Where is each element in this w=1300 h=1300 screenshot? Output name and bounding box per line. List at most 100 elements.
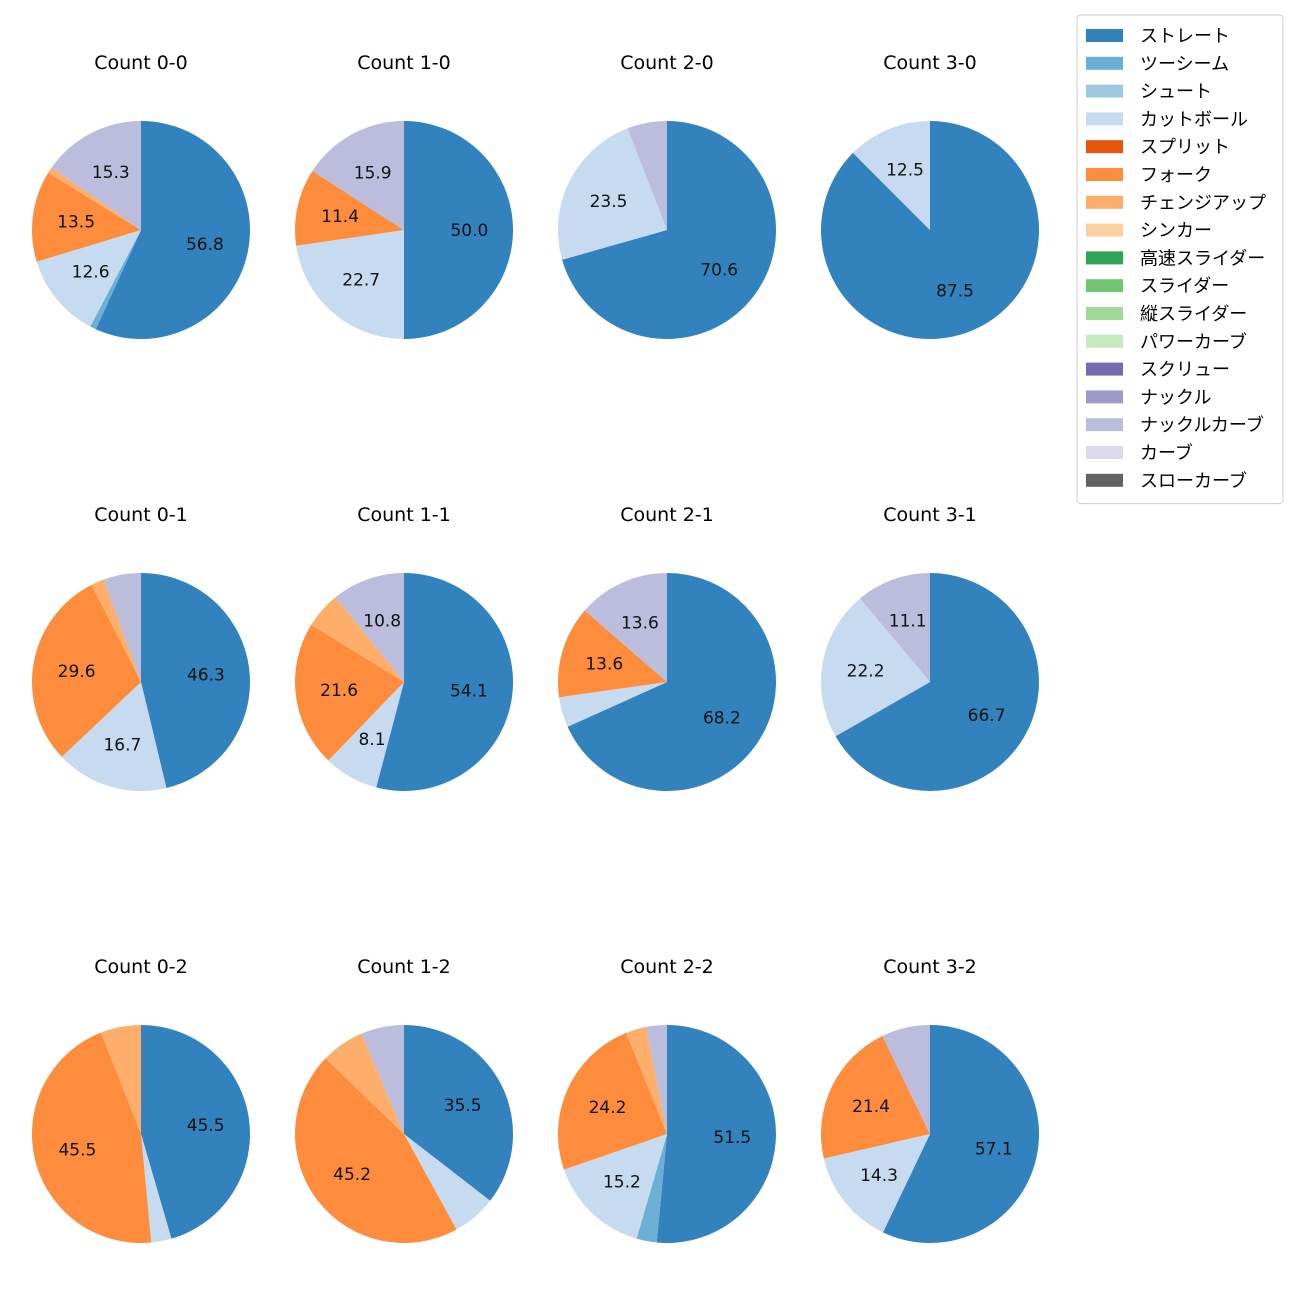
pie-slice [882,1025,1040,1243]
pie-title: Count 2-0 [620,52,714,74]
slice-value-label: 70.6 [700,260,738,280]
slice-value-label: 16.7 [103,736,141,756]
pie-slice [404,1025,514,1201]
pie-slice [559,682,667,727]
pie-slice [852,121,930,230]
slice-value-label: 15.9 [354,164,392,184]
legend-swatch [1086,29,1123,42]
slice-value-label: 29.6 [58,662,96,682]
pie-chart: Count 3-1 66.7 22.2 11.1 [820,504,1040,791]
slice-value-label: 8.1 [358,730,385,750]
legend-label: ナックルカーブ [1140,414,1264,436]
legend-label: ナックル [1140,387,1211,408]
slice-value-label: 68.2 [703,709,741,729]
slice-value-label: 87.5 [936,281,974,301]
slice-value-label: 46.3 [187,665,225,685]
legend-item: パワーカーブ [1086,331,1247,353]
slice-value-label: 51.5 [713,1128,751,1148]
slice-value-label: 66.7 [968,706,1006,726]
pie-title: Count 3-0 [883,52,977,74]
pie-slice [325,1033,404,1134]
legend-swatch [1086,418,1123,432]
pie-slice [882,1025,930,1134]
legend-swatch [1086,112,1123,126]
legend-item: スプリット [1086,137,1230,158]
pie-title: Count 3-1 [883,504,977,526]
legend-item: カットボール [1086,109,1248,130]
legend-label: フォーク [1140,165,1212,186]
pie-chart: Count 1-2 35.5 45.2 [295,956,514,1244]
legend-swatch [1086,140,1123,154]
slice-value-label: 11.1 [889,612,927,632]
slice-value-label: 56.8 [186,235,224,255]
legend-item: ナックルカーブ [1086,414,1264,436]
pie-title: Count 0-1 [94,504,188,526]
pie-slice [558,1032,667,1170]
pie-slice [31,1032,152,1244]
pie-slice [95,121,251,339]
legend-item: シンカー [1086,221,1212,242]
pie-chart: Count 1-0 50.0 22.7 11.4 15.9 [295,52,513,339]
slice-value-label: 45.2 [333,1165,371,1185]
legend-swatch [1086,446,1123,459]
legend-label: スローカーブ [1140,470,1247,492]
pie-slice [51,121,141,230]
slice-value-label: 13.6 [621,614,659,634]
pie-slice [626,1027,667,1134]
pie-slice [91,579,141,682]
legend-swatch [1086,223,1123,237]
pie-chart: Count 0-2 45.5 45.5 [31,956,250,1244]
legend-label: ストレート [1140,26,1230,47]
pie-slice [61,682,167,791]
pie-slice [295,171,404,246]
pie-title: Count 2-2 [620,956,714,978]
pie-slice [32,172,141,262]
pie-title: Count 0-0 [94,52,188,74]
pie-slice [32,584,142,757]
pie-slice [296,230,404,339]
slice-value-label: 13.5 [57,213,95,233]
slice-value-label: 21.4 [852,1097,890,1117]
pie-chart: Count 2-2 51.5 15.2 24.2 [558,956,776,1243]
pie-slice [627,121,667,230]
pie-slice [141,1134,172,1243]
pie-slice [311,597,404,682]
legend-item: シュート [1086,82,1212,103]
pie-slice [558,128,667,260]
pie-slice [562,121,777,339]
slice-value-label: 45.5 [187,1116,225,1136]
legend-label: スプリット [1140,137,1230,158]
legend-label: カーブ [1140,442,1193,464]
pie-slice [376,573,514,791]
pie-slice [404,121,513,339]
legend-label: シンカー [1140,221,1212,242]
pie-title: Count 2-1 [620,504,714,526]
legend-swatch [1086,195,1123,209]
pie-slice [821,121,1040,339]
legend-label: 縦スライダー [1140,304,1247,325]
pie-slice [100,1025,141,1134]
legend-item: 縦スライダー [1086,304,1247,325]
pie-title: Count 1-2 [357,956,451,978]
legend-swatch [1086,362,1123,376]
pie-grid: Count 0-0 56.8 12.6 13.5 15.3 Count 1-0 50.0 22… [31,52,1040,1244]
pie-slice [859,573,930,682]
legend: ストレートツーシームシュートカットボールスプリットフォークチェンジアップシンカー… [1076,14,1284,505]
legend-label: 高速スライダー [1140,248,1265,269]
legend-item: フォーク [1086,165,1212,186]
slice-value-label: 13.6 [585,654,623,674]
slice-value-label: 15.3 [92,163,130,183]
slice-value-label: 24.2 [589,1098,627,1118]
pie-chart: Count 0-0 56.8 12.6 13.5 15.3 [32,52,251,339]
slice-value-label: 50.0 [450,221,488,241]
slice-value-label: 21.6 [320,681,358,701]
legend-item: スローカーブ [1086,470,1247,492]
slice-value-label: 14.3 [860,1166,898,1186]
slice-value-label: 23.5 [590,192,628,212]
pie-chart: Count 3-0 87.5 12.5 [821,52,1040,339]
pie-chart: Count 1-1 54.1 8.1 21.6 10.8 [295,504,514,791]
legend-item: チェンジアップ [1086,193,1266,214]
pie-slice [90,230,141,330]
slice-value-label: 22.7 [342,271,380,291]
